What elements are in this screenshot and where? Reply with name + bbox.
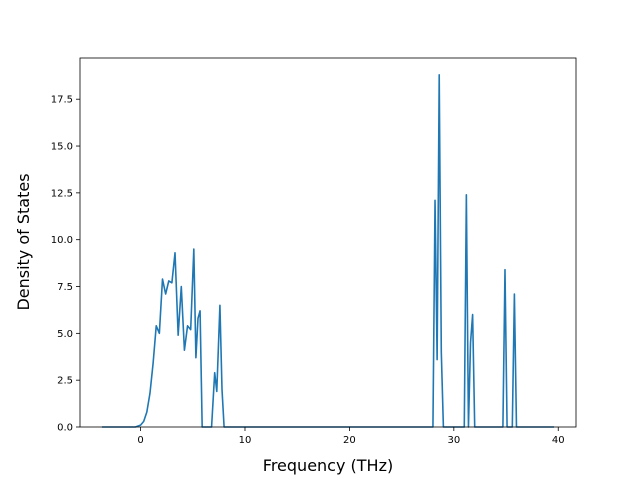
plot-frame (79, 57, 577, 428)
y-tick-label: 5.0 (57, 329, 73, 340)
plot-area (80, 58, 576, 427)
y-tick-label: 7.5 (57, 282, 73, 293)
x-tick-label: 20 (343, 435, 356, 446)
y-tick-label: 12.5 (51, 188, 73, 199)
y-tick-label: 15.0 (51, 142, 73, 153)
x-axis-label: Frequency (THz) (263, 456, 393, 475)
x-tick-label: 0 (137, 435, 143, 446)
x-tick-label: 40 (552, 435, 565, 446)
y-tick-label: 17.5 (51, 95, 73, 106)
y-axis-label: Density of States (14, 173, 33, 310)
y-tick-label: 10.0 (51, 235, 73, 246)
y-tick-label: 2.5 (57, 376, 73, 387)
x-axis: 0 10 20 30 40 (137, 427, 565, 446)
x-tick-label: 30 (447, 435, 460, 446)
y-axis: 0.0 2.5 5.0 7.5 10.0 12.5 15.0 17.5 (51, 95, 80, 434)
y-tick-label: 0.0 (57, 423, 73, 434)
x-tick-label: 10 (239, 435, 252, 446)
